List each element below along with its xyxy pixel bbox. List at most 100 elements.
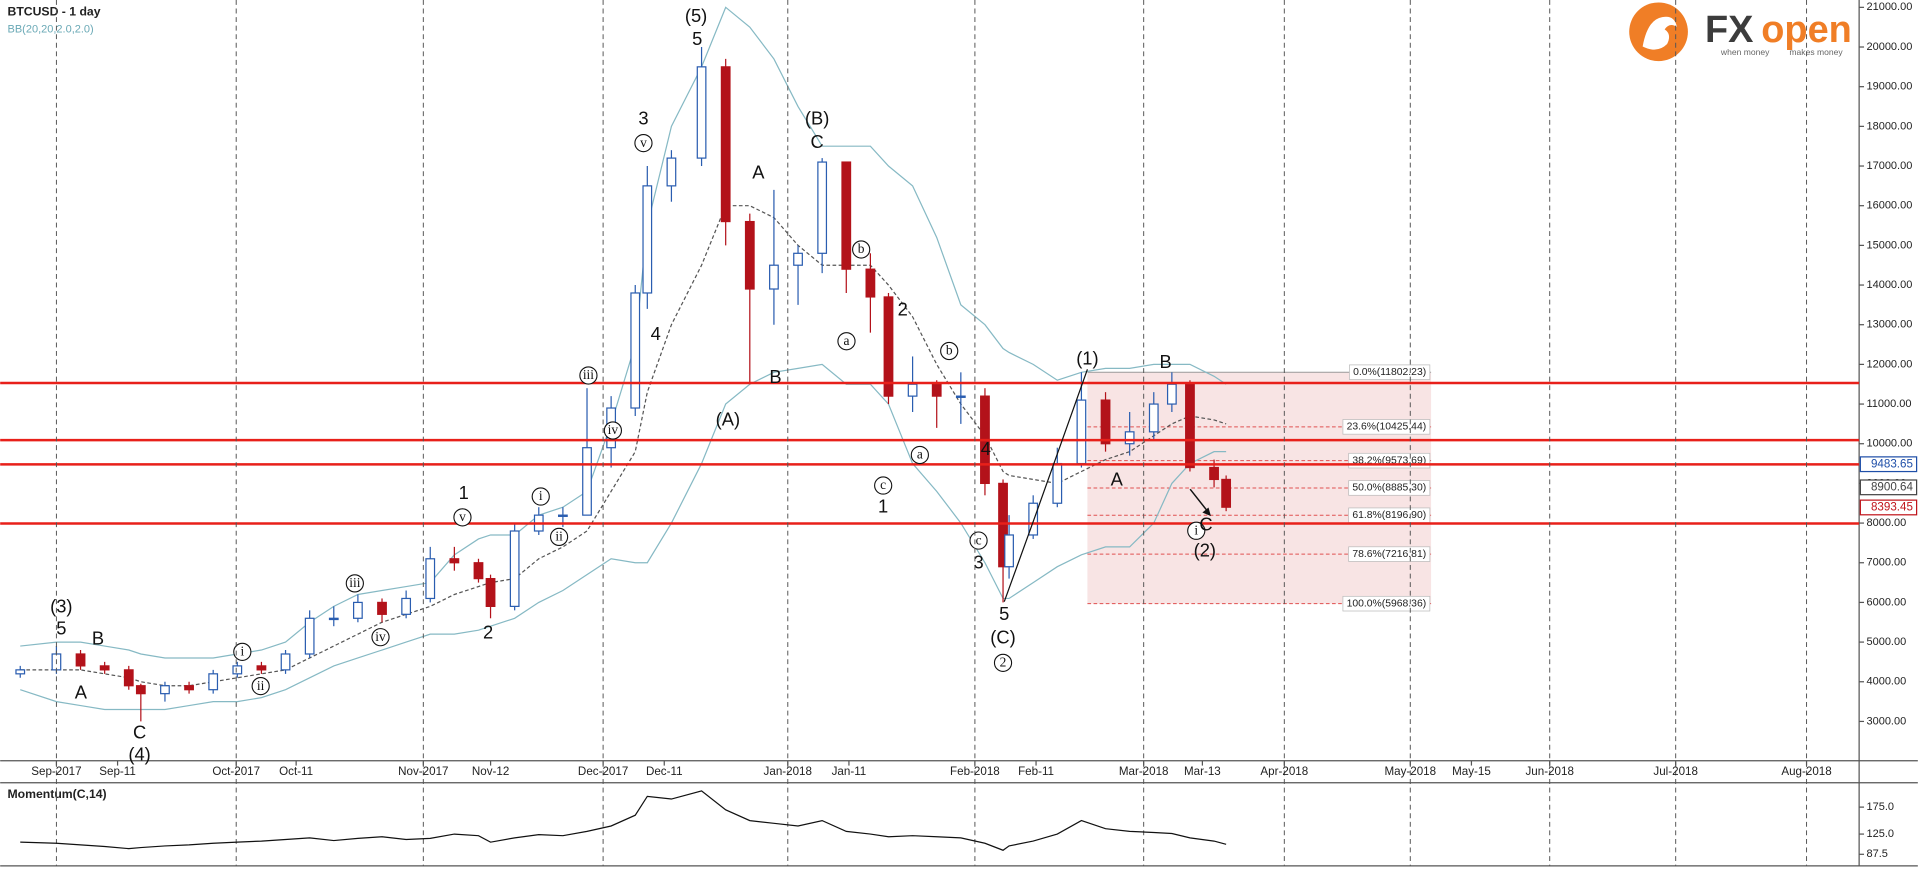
- x-tick-label: Jul-2018: [1653, 765, 1698, 778]
- y-tick-label: 16000.00: [1866, 200, 1912, 212]
- candle-body: [696, 66, 707, 159]
- wave-label: iv: [608, 422, 619, 437]
- candle-body: [558, 514, 568, 517]
- wave-circle: [549, 527, 569, 547]
- wave-label: iii: [349, 575, 360, 590]
- candle-body: [1028, 502, 1039, 536]
- x-tick-label: Feb-11: [1018, 765, 1054, 778]
- candle-body: [353, 601, 363, 619]
- candle-body: [99, 665, 110, 671]
- x-tick-label: Sep-2017: [31, 765, 81, 778]
- wave-label: C: [1199, 514, 1212, 535]
- wave-circle: [852, 240, 871, 259]
- y-tick-label: 18000.00: [1866, 120, 1912, 132]
- y-tick-label: 14000.00: [1866, 279, 1912, 291]
- candle-body: [793, 252, 803, 266]
- wave-label: B: [769, 366, 781, 387]
- x-tick-label: Jan-2018: [764, 765, 812, 778]
- candle-body: [769, 264, 779, 290]
- candle-body: [1052, 462, 1063, 504]
- candle-body: [744, 220, 755, 290]
- wave-circle: [603, 421, 623, 440]
- price-label-box: [1859, 479, 1918, 496]
- candle-body: [883, 296, 894, 397]
- candle-body: [401, 597, 412, 615]
- candle-body: [449, 558, 460, 564]
- x-tick-label: Oct-2017: [212, 765, 260, 778]
- wave-label: v: [459, 509, 466, 524]
- x-tick-label: Dec-2017: [578, 765, 628, 778]
- wave-circle: [1187, 521, 1206, 540]
- wave-label: 2: [483, 621, 493, 642]
- wave-label: b: [858, 241, 865, 256]
- wave-label: b: [946, 343, 953, 358]
- y-tick-label: 11000.00: [1866, 398, 1911, 410]
- wave-circle: [579, 366, 598, 385]
- x-tick-label: Mar-2018: [1119, 765, 1169, 778]
- candle-body: [1221, 478, 1232, 508]
- candle-body: [841, 161, 852, 270]
- wave-circle: [969, 531, 988, 550]
- candle-body: [328, 617, 339, 621]
- indicator-label: BB(20,20,2.0,2.0): [8, 23, 94, 35]
- logo-emblem-shape: [1642, 16, 1677, 50]
- wave-label: C: [811, 131, 824, 152]
- candle-body: [135, 685, 146, 695]
- wave-label: 5: [999, 603, 1009, 624]
- wave-circle: [345, 574, 364, 593]
- candle-body: [1209, 466, 1219, 481]
- wave-label: (3): [50, 596, 72, 617]
- wave-label: 4: [981, 438, 991, 459]
- x-tick-label: Jun-2018: [1525, 765, 1573, 778]
- wave-label: C: [133, 722, 146, 743]
- fib-label-box: [1342, 595, 1431, 612]
- wave-circle: [940, 341, 959, 361]
- y-tick-label: 175.0: [1866, 801, 1894, 813]
- y-tick-label: 7000.00: [1866, 557, 1906, 569]
- momentum-title: Momentum(C,14): [8, 787, 107, 801]
- x-tick-label: Sep-11: [99, 765, 136, 778]
- price-label-box: [1859, 499, 1918, 516]
- wave-label: a: [917, 447, 923, 462]
- fib-label: 23.6%(10425.44): [1347, 422, 1427, 433]
- fib-label: 61.8%(8196.90): [1352, 510, 1426, 521]
- chart-title: BTCUSD - 1 day: [8, 4, 101, 18]
- wave-circle: [993, 653, 1013, 672]
- candle-body: [1004, 534, 1014, 568]
- x-tick-label: Jan-11: [832, 765, 867, 778]
- wave-circle: [251, 676, 270, 696]
- candle-body: [425, 558, 436, 600]
- arrow-head: [1202, 507, 1211, 517]
- y-tick-label: 125.0: [1866, 828, 1894, 840]
- logo: FX open when money makes money: [1629, 2, 1852, 62]
- wave-label: i: [1194, 522, 1198, 537]
- wave-label: 2: [1000, 655, 1007, 670]
- candle-body: [1166, 383, 1177, 405]
- candle-body: [123, 669, 134, 687]
- candle-body: [907, 383, 918, 397]
- candle-body: [208, 673, 219, 691]
- fib-label-box: [1348, 480, 1431, 496]
- wave-label: 4: [651, 323, 661, 344]
- wave-label: iii: [583, 367, 594, 382]
- wave-label: c: [976, 532, 982, 547]
- wave-label: (A): [716, 409, 740, 430]
- wave-circle: [874, 476, 893, 495]
- wave-label: 3: [973, 552, 983, 573]
- wave-circle: [371, 628, 390, 647]
- wave-label: (4): [128, 744, 150, 765]
- candle-body: [160, 685, 170, 695]
- wave-circle: [531, 487, 550, 506]
- wave-label: 1: [878, 495, 888, 516]
- candle-body: [1100, 399, 1111, 445]
- wave-label: 5: [56, 618, 66, 639]
- wave-label: a: [843, 333, 849, 348]
- y-tick-label: 12000.00: [1866, 358, 1912, 370]
- wave-label: A: [1111, 468, 1124, 489]
- wave-circle: [634, 133, 653, 153]
- y-tick-label: 3000.00: [1866, 715, 1906, 727]
- x-tick-label: May-2018: [1384, 765, 1436, 778]
- candle-body: [1148, 403, 1159, 433]
- wave-circle: [233, 642, 252, 661]
